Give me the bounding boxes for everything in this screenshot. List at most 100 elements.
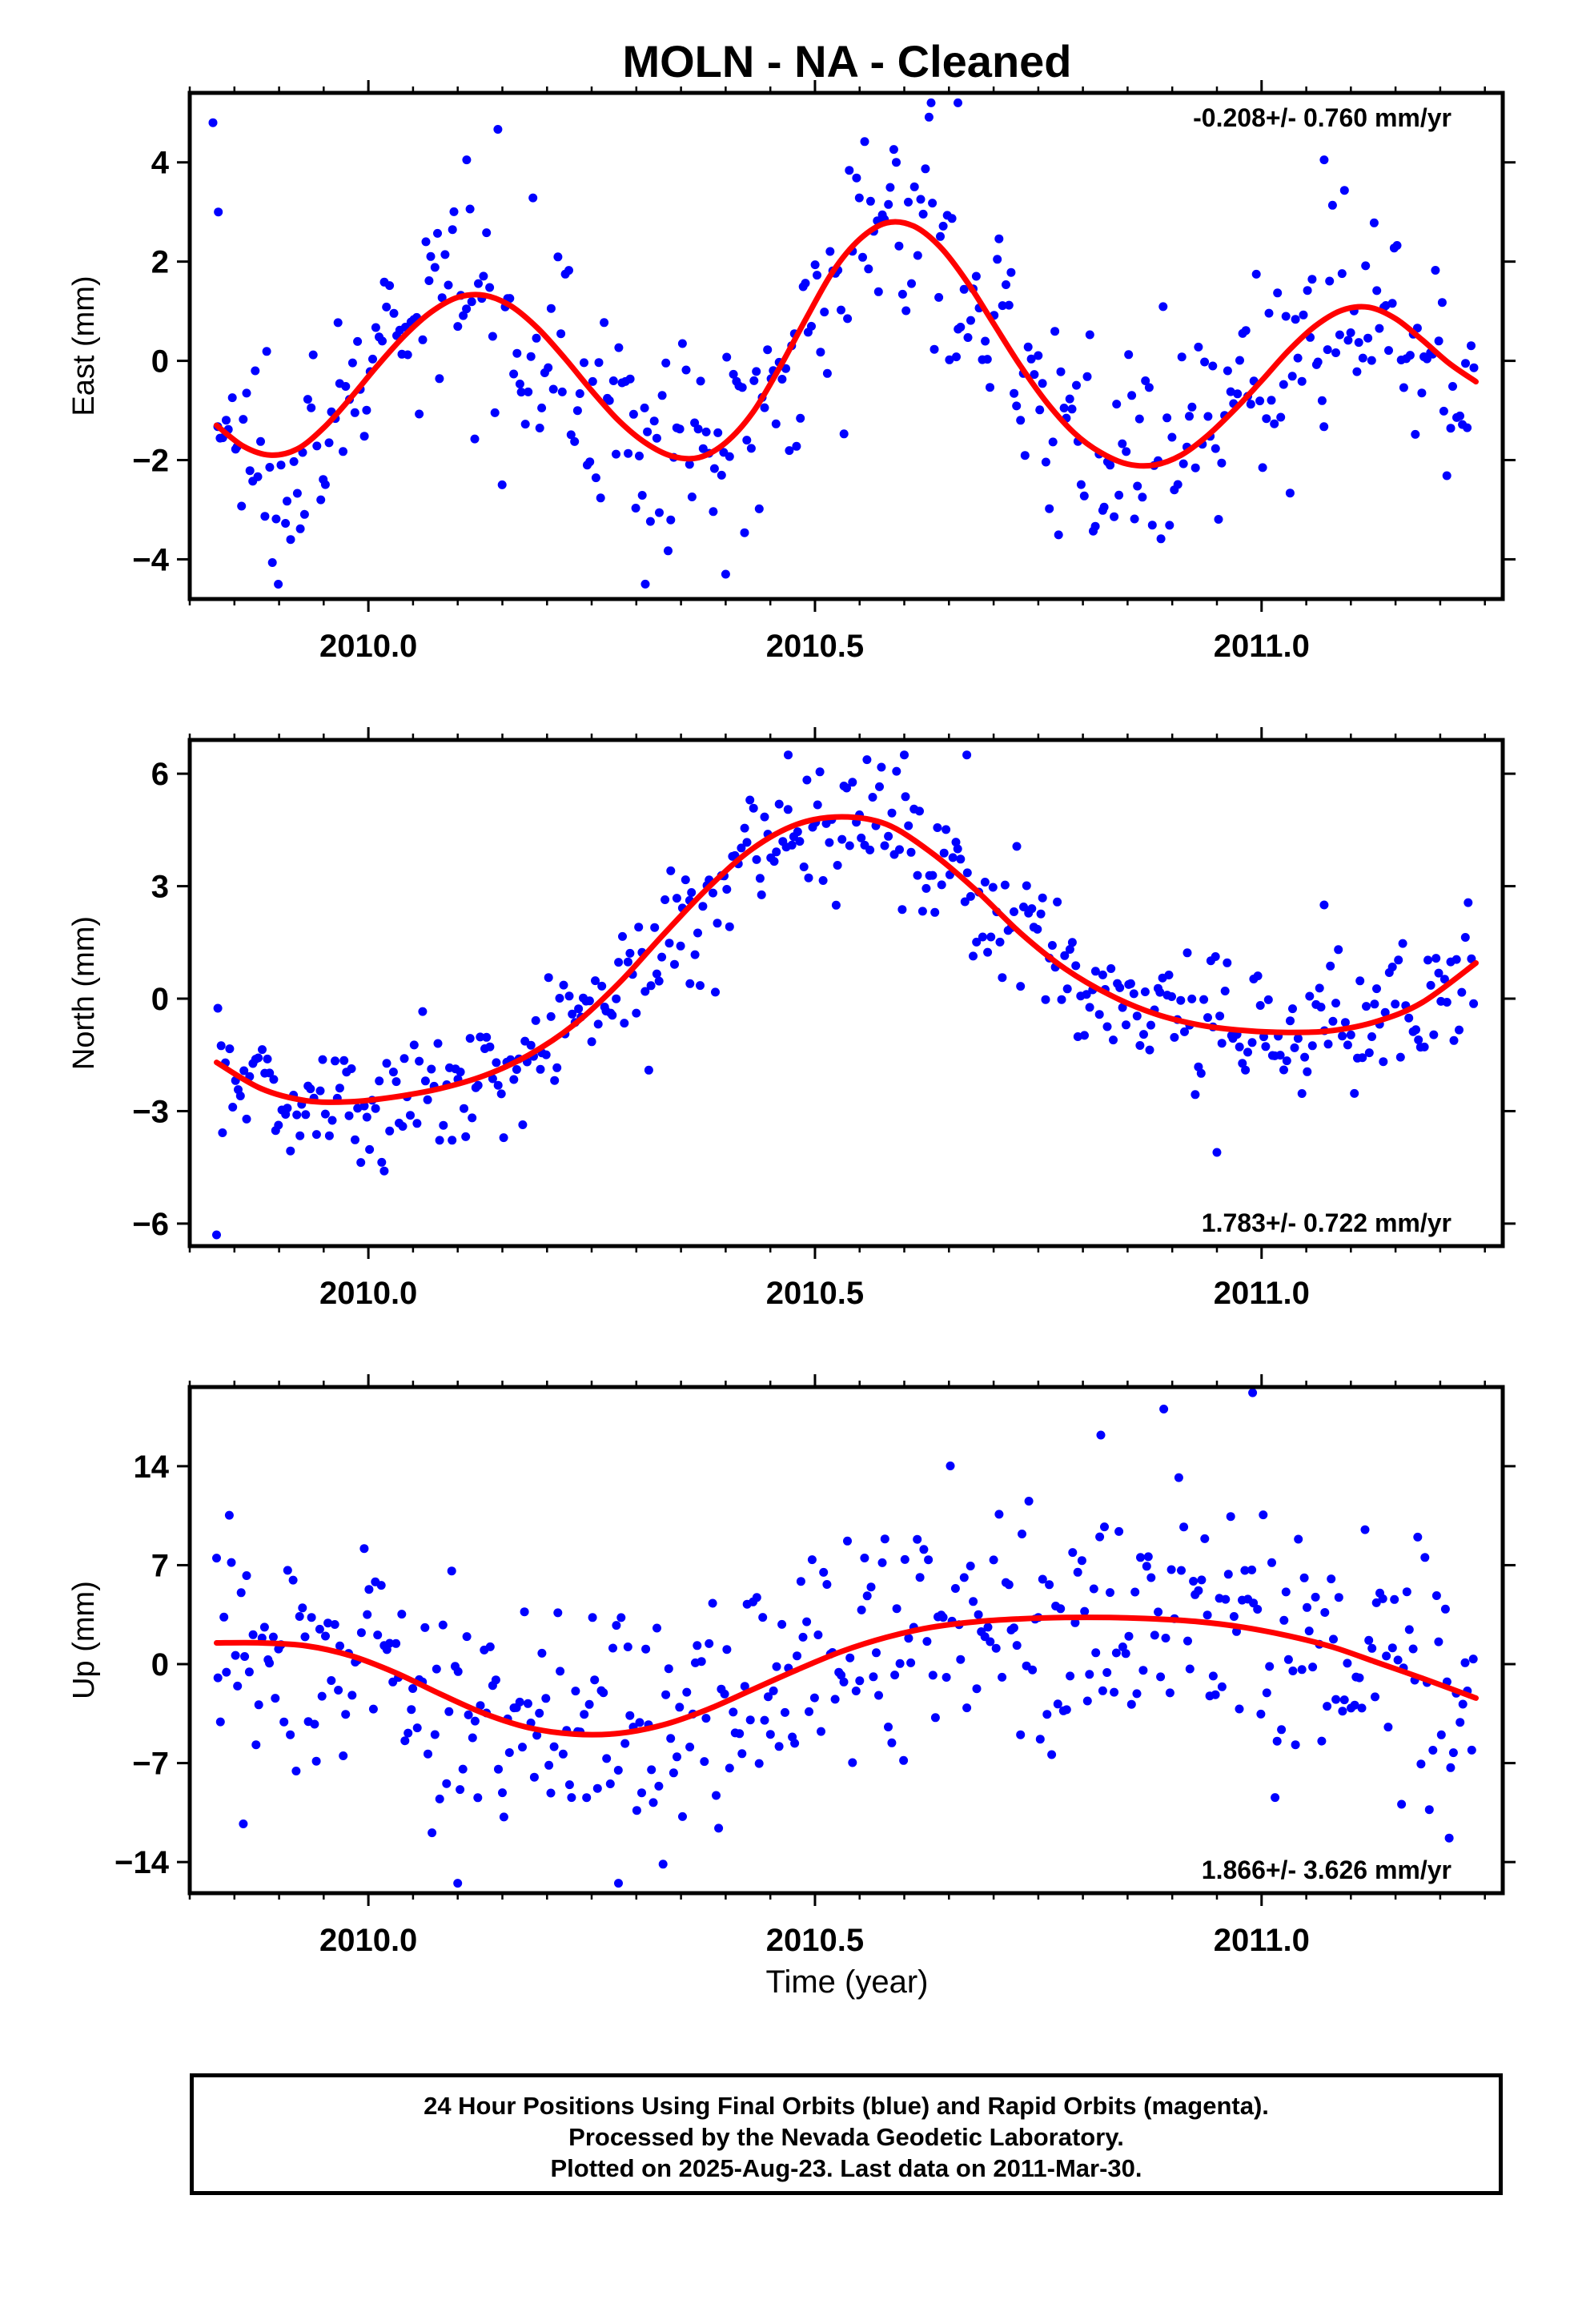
north-data-point bbox=[435, 1136, 444, 1145]
east-data-point bbox=[664, 546, 673, 556]
up-data-point bbox=[1223, 1570, 1233, 1579]
up-data-point bbox=[1132, 1689, 1142, 1699]
north-data-point bbox=[1286, 1016, 1295, 1026]
up-data-point bbox=[347, 1691, 357, 1700]
up-data-point bbox=[1247, 1565, 1257, 1574]
up-data-point bbox=[950, 1584, 960, 1593]
north-data-point bbox=[1215, 1011, 1225, 1021]
north-data-point bbox=[1094, 1010, 1104, 1019]
east-data-point bbox=[1030, 370, 1039, 380]
up-data-point bbox=[385, 1638, 395, 1648]
east-xtick-label: 2010.0 bbox=[319, 629, 417, 664]
up-data-point bbox=[251, 1740, 261, 1750]
up-data-point bbox=[546, 1788, 556, 1798]
up-data-point bbox=[866, 1582, 876, 1592]
north-data-point bbox=[1187, 994, 1197, 1003]
north-data-point bbox=[1126, 979, 1135, 988]
up-data-point bbox=[1343, 1659, 1352, 1668]
north-data-point bbox=[485, 1042, 495, 1051]
north-data-point bbox=[661, 895, 670, 904]
up-data-point bbox=[986, 1637, 995, 1647]
east-data-point bbox=[1384, 346, 1393, 356]
east-data-point bbox=[572, 406, 582, 416]
east-data-point bbox=[333, 318, 343, 328]
north-data-point bbox=[681, 875, 690, 885]
up-data-point bbox=[549, 1742, 559, 1751]
north-data-point bbox=[1423, 955, 1432, 965]
east-data-point bbox=[873, 287, 883, 296]
east-data-point bbox=[645, 517, 655, 526]
up-data-point bbox=[1085, 1670, 1094, 1679]
chart-title: MOLN - NA - Cleaned bbox=[622, 36, 1071, 86]
north-data-point bbox=[1122, 1020, 1130, 1030]
east-data-point bbox=[299, 509, 309, 519]
north-data-point bbox=[283, 1104, 292, 1113]
up-data-point bbox=[682, 1687, 692, 1697]
north-data-point bbox=[962, 868, 972, 878]
east-data-point bbox=[1035, 405, 1045, 415]
east-data-point bbox=[1110, 512, 1119, 521]
east-data-point bbox=[548, 384, 558, 394]
north-data-point bbox=[1016, 982, 1026, 991]
up-data-point bbox=[612, 1621, 621, 1630]
north-data-point bbox=[427, 1064, 436, 1074]
up-data-point bbox=[848, 1758, 857, 1767]
east-data-point bbox=[1010, 388, 1019, 398]
north-data-point bbox=[625, 948, 635, 958]
east-data-point bbox=[966, 316, 975, 325]
north-data-point bbox=[1167, 992, 1176, 1001]
east-data-point bbox=[453, 322, 463, 332]
north-data-point bbox=[1140, 987, 1150, 996]
north-data-point bbox=[423, 1095, 432, 1104]
north-data-point bbox=[1319, 900, 1329, 910]
north-data-point bbox=[1135, 1041, 1145, 1050]
east-data-point bbox=[1006, 267, 1016, 277]
up-data-point bbox=[712, 1791, 721, 1800]
up-data-point bbox=[1371, 1692, 1379, 1702]
up-data-point bbox=[839, 1677, 849, 1687]
up-data-point bbox=[470, 1716, 480, 1726]
north-data-point bbox=[292, 1110, 302, 1120]
up-data-point bbox=[1281, 1587, 1291, 1597]
north-data-point bbox=[320, 1109, 330, 1119]
north-data-point bbox=[1139, 1030, 1148, 1039]
up-data-point bbox=[1042, 1710, 1052, 1719]
north-data-point bbox=[995, 937, 1005, 947]
up-data-point bbox=[884, 1723, 893, 1731]
up-data-point bbox=[590, 1675, 600, 1685]
east-data-point bbox=[490, 408, 500, 417]
east-data-point bbox=[537, 403, 547, 412]
north-data-point bbox=[608, 1011, 617, 1020]
east-data-point bbox=[981, 336, 990, 346]
north-data-point bbox=[544, 973, 553, 983]
up-data-point bbox=[1154, 1607, 1163, 1617]
up-data-point bbox=[1311, 1592, 1320, 1602]
east-data-point bbox=[722, 352, 732, 362]
east-data-point bbox=[1448, 382, 1457, 391]
east-data-point bbox=[316, 495, 326, 505]
east-data-point bbox=[535, 424, 544, 432]
east-data-point bbox=[493, 125, 503, 134]
up-data-point bbox=[632, 1806, 641, 1815]
up-data-point bbox=[1203, 1610, 1212, 1620]
north-data-point bbox=[559, 980, 568, 990]
east-data-point bbox=[801, 279, 810, 288]
north-data-point bbox=[1217, 1039, 1227, 1048]
up-data-point bbox=[523, 1699, 532, 1708]
up-data-point bbox=[444, 1707, 454, 1716]
east-data-point bbox=[677, 339, 687, 348]
north-data-point bbox=[937, 880, 946, 890]
up-data-point bbox=[764, 1692, 773, 1702]
north-data-point bbox=[757, 890, 766, 899]
east-data-point bbox=[1211, 444, 1220, 453]
east-data-point bbox=[693, 424, 703, 434]
east-data-point bbox=[936, 231, 945, 241]
footer-line-3: Plotted on 2025-Aug-23. Last data on 201… bbox=[550, 2154, 1142, 2182]
north-data-point bbox=[769, 857, 779, 866]
east-data-point bbox=[971, 271, 981, 281]
up-data-point bbox=[1267, 1558, 1276, 1567]
up-data-point bbox=[473, 1793, 483, 1803]
up-data-point bbox=[584, 1699, 594, 1709]
east-data-point bbox=[1099, 502, 1109, 512]
